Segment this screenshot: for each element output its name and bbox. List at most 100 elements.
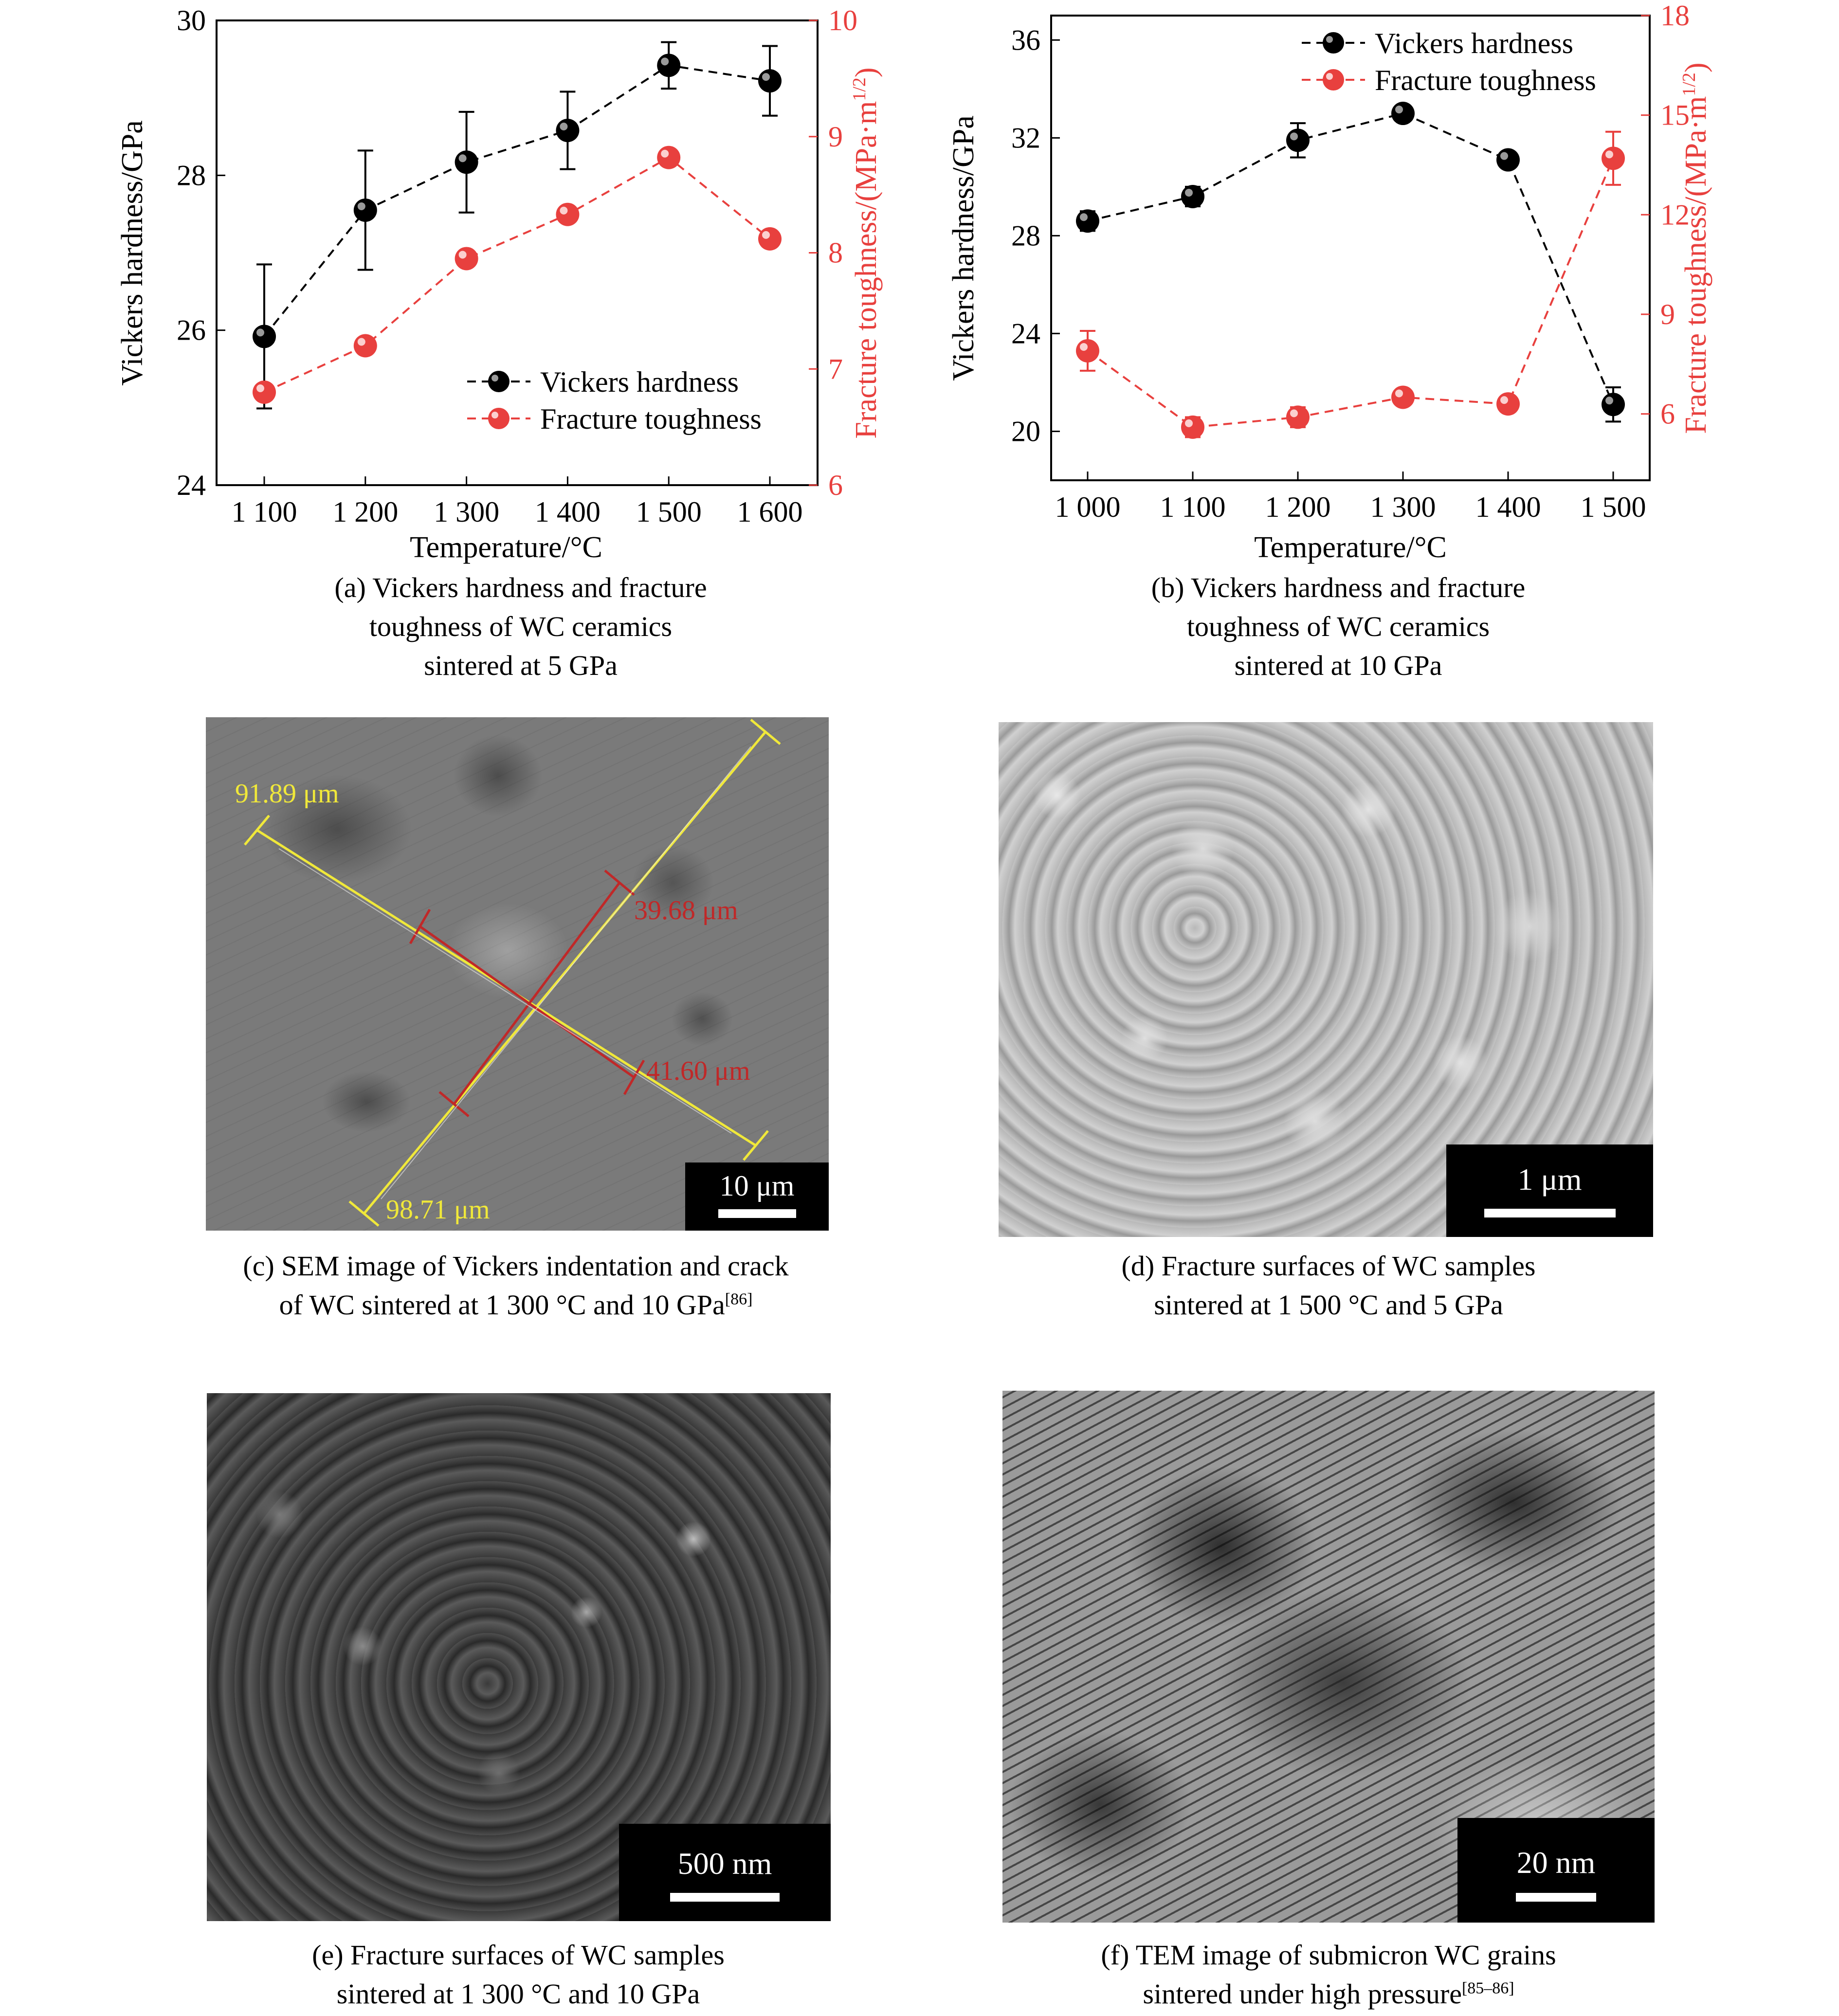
x-axis-label: Temperature/°C (410, 531, 602, 564)
y-tick-label: 36 (1011, 24, 1040, 56)
caption-e: (e) Fracture surfaces of WC samples sint… (312, 1939, 725, 2010)
hardness-point (1076, 209, 1099, 233)
hardness-point (1181, 184, 1204, 208)
x-axis-label: Temperature/°C (1254, 531, 1447, 564)
y2-tick-label: 8 (828, 237, 843, 269)
legend-label: Fracture toughness (1375, 64, 1596, 96)
point-highlight (1500, 396, 1508, 404)
scale-bar: 20 nm (1457, 1818, 1655, 1923)
hardness-point (455, 150, 478, 174)
toughness-point (1391, 385, 1415, 409)
point-highlight (357, 202, 365, 210)
hardness-point (253, 325, 276, 348)
measure-label-1: 91.89 μm (235, 779, 339, 809)
y-tick-label: 20 (1011, 415, 1040, 447)
point-highlight (560, 123, 568, 131)
point-highlight (1185, 188, 1193, 197)
legend-label: Fracture toughness (540, 403, 762, 435)
measure-label-2: 39.68 μm (634, 895, 738, 926)
point-highlight (1500, 152, 1508, 160)
toughness-line (264, 156, 771, 393)
x-tick-label: 1 200 (332, 496, 398, 528)
fracture-surface-image-d: 1 μm (999, 722, 1653, 1237)
x-tick-label: 1 100 (1160, 491, 1226, 523)
legend-marker (1323, 32, 1344, 54)
point-highlight (661, 57, 669, 66)
toughness-point (1286, 405, 1310, 429)
legend-marker (488, 408, 510, 429)
x-tick-label: 1 600 (737, 496, 803, 528)
legend-label: Vickers hardness (540, 366, 739, 398)
x-tick-label: 1 500 (636, 496, 702, 528)
y-axis-label: Vickers hardness/GPa (947, 115, 980, 381)
y2-tick-label: 6 (828, 469, 843, 501)
caption-d: (d) Fracture surfaces of WC samples sint… (1121, 1250, 1536, 1321)
point-highlight (1080, 343, 1088, 351)
y-axis-label: Vickers hardness/GPa (116, 120, 149, 386)
y2-tick-label: 7 (828, 353, 843, 385)
caption-f: (f) TEM image of submicron WC grains sin… (1101, 1939, 1556, 2010)
y2-tick-label: 18 (1660, 0, 1690, 32)
scale-bar: 500 nm (619, 1824, 831, 1921)
y2-axis-label: Fracture toughness/(MPa·m1/2) (849, 67, 883, 438)
legend-label: Vickers hardness (1375, 27, 1573, 59)
y-tick-label: 26 (177, 314, 206, 346)
point-highlight (458, 251, 467, 259)
red-crack-line-2 (453, 882, 621, 1105)
y-tick-label: 24 (1011, 317, 1040, 349)
toughness-point (455, 247, 478, 271)
y2-tick-label: 10 (828, 4, 857, 36)
measurement-overlay: 91.89 μm 39.68 μm 41.60 μm 98.71 μm (235, 719, 781, 1227)
x-tick-label: 1 200 (1265, 491, 1331, 523)
point-highlight (458, 154, 467, 163)
point-highlight (1290, 132, 1298, 141)
legend-marker-highlight (492, 412, 498, 418)
fracture-surface-image-e: 500 nm (207, 1393, 831, 1921)
point-highlight (661, 149, 669, 158)
legend-marker-highlight (1326, 36, 1333, 43)
point-highlight (560, 206, 568, 215)
hardness-point (758, 69, 782, 93)
point-highlight (1185, 419, 1193, 427)
hardness-point (657, 54, 681, 77)
toughness-point (657, 145, 681, 169)
toughness-point (1181, 415, 1204, 439)
y2-tick-label: 9 (1660, 298, 1675, 330)
point-highlight (1605, 397, 1613, 405)
crack (381, 746, 751, 1199)
point-highlight (1080, 213, 1088, 221)
legend-marker (1323, 69, 1344, 91)
toughness-point (556, 202, 580, 226)
y-tick-label: 30 (177, 4, 206, 36)
x-tick-label: 1 300 (1370, 491, 1436, 523)
toughness-point (353, 334, 377, 358)
point-highlight (256, 328, 264, 337)
y-tick-label: 28 (177, 159, 206, 191)
x-tick-label: 1 400 (535, 496, 601, 528)
hardness-point (1496, 148, 1520, 172)
hardness-line (1087, 112, 1614, 405)
point-highlight (762, 231, 770, 239)
caption-a: (a) Vickers hardness and fracture toughn… (334, 572, 707, 681)
hardness-line (263, 64, 770, 337)
y2-axis-label: Fracture toughness/(MPa·m1/2) (1679, 62, 1712, 434)
caption-c: (c) SEM image of Vickers indentation and… (243, 1250, 789, 1321)
crack (278, 848, 732, 1134)
y-tick-label: 32 (1011, 122, 1040, 154)
hardness-point (1286, 128, 1310, 152)
red-crack-line-1 (419, 925, 635, 1079)
point-highlight (1605, 150, 1613, 159)
point-highlight (256, 384, 264, 392)
tem-image: 20 nm (1002, 1391, 1655, 1923)
x-tick-label: 1 100 (232, 496, 297, 528)
measure-label-3: 41.60 μm (646, 1056, 750, 1086)
legend-marker-highlight (492, 375, 498, 381)
toughness-line (1087, 158, 1614, 428)
point-highlight (357, 338, 365, 346)
hardness-point (353, 198, 377, 222)
point-highlight (1395, 106, 1403, 114)
scale-bar: 10 μm (685, 1162, 829, 1231)
toughness-point (1076, 339, 1099, 363)
hardness-point (1602, 393, 1625, 417)
yellow-diagonal-2 (363, 731, 766, 1215)
